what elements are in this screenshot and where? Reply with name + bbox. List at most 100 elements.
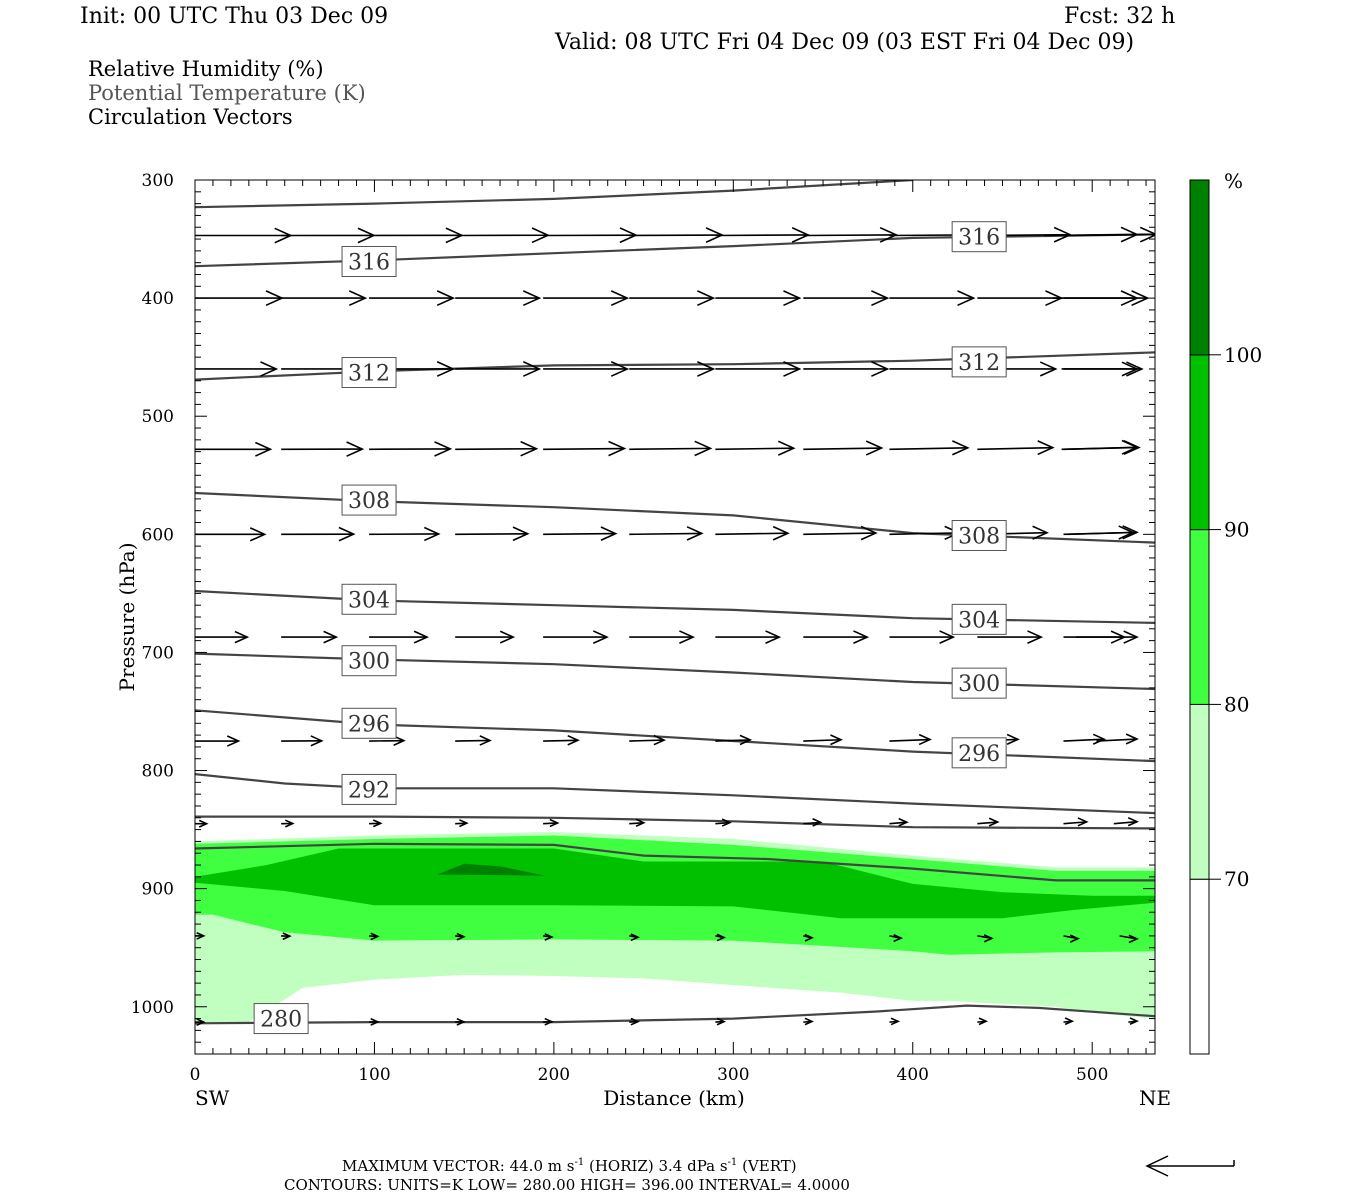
circulation-vector <box>369 819 383 828</box>
circulation-vector <box>369 630 430 644</box>
circulation-vector <box>195 361 279 377</box>
theta-label-296-1: 296 <box>951 737 1007 769</box>
circulation-vector <box>715 933 727 942</box>
x-tick-label: 200 <box>538 1065 570 1085</box>
theta-contour-320 <box>195 180 913 209</box>
y-tick-label: 1000 <box>131 998 174 1018</box>
circulation-vector <box>977 934 994 943</box>
circulation-vector <box>455 630 516 644</box>
circulation-vector <box>369 526 441 542</box>
y-axis-label: Pressure (hPa) <box>115 543 139 692</box>
circulation-vector <box>803 818 823 827</box>
x-tick-label: 400 <box>897 1065 929 1085</box>
colorbar-level-label: 80 <box>1224 692 1249 716</box>
theta-label-300-0: 300 <box>341 645 397 677</box>
circulation-vector <box>281 526 356 542</box>
theta-contour-280 <box>195 1004 1155 1025</box>
colorbar-segment <box>1189 703 1210 880</box>
legend-circulation-vectors: Circulation Vectors <box>88 105 293 129</box>
circulation-vector <box>715 630 782 644</box>
colorbar-segment <box>1189 354 1210 531</box>
circulation-vector <box>543 818 560 828</box>
circulation-vector <box>715 361 802 377</box>
rh-region-100 <box>437 863 545 876</box>
theta-label-292-0: 292 <box>341 773 397 805</box>
valid-time-label: Valid: 08 UTC Fri 04 Dec 09 (03 EST Fri … <box>555 30 1135 55</box>
circulation-vector <box>455 361 542 377</box>
theta-label-text: 280 <box>260 1008 302 1033</box>
circulation-vector <box>369 290 456 307</box>
circulation-vector <box>1067 525 1139 540</box>
circulation-vector <box>281 227 376 244</box>
theta-label-280-0: 280 <box>253 1003 309 1035</box>
colorbar-level-label: 90 <box>1224 518 1249 542</box>
circulation-vector <box>803 290 890 307</box>
circulation-vector <box>281 290 368 307</box>
theta-label-text: 316 <box>958 226 1000 251</box>
colorbar-level-label: 100 <box>1224 343 1262 367</box>
circulation-vector <box>369 441 453 457</box>
circulation-vector <box>803 525 878 541</box>
circulation-vector <box>281 819 295 828</box>
colorbar-segment <box>1189 179 1210 356</box>
colorbar-level-label: 70 <box>1224 867 1249 891</box>
max-vector-prefix: MAXIMUM VECTOR: 44.0 m s <box>342 1157 575 1175</box>
circulation-vector <box>977 290 1064 307</box>
circulation-vector <box>455 735 492 746</box>
theta-label-304-0: 304 <box>341 583 397 615</box>
circulation-vector <box>455 440 539 457</box>
contour-label-layer: 316 316 312 312 308 308 304 304 300 300 296 296 292 2… <box>253 221 1007 1035</box>
theta-label-text: 312 <box>348 362 390 387</box>
circulation-vector <box>803 630 870 644</box>
circulation-vector <box>543 440 627 457</box>
circulation-vector <box>629 818 646 827</box>
axis-layer: 300 400 500 600 700 800 900 1000 0 100 200 300 400 50… <box>131 171 1155 1085</box>
theta-label-text: 308 <box>958 525 1000 550</box>
x-axis-right-end-label: NE <box>1139 1086 1171 1110</box>
circulation-vector <box>629 227 724 243</box>
circulation-vector <box>803 734 843 746</box>
circulation-vector <box>543 630 609 644</box>
circulation-vector <box>977 817 1000 827</box>
circulation-vector <box>369 1018 380 1026</box>
circulation-vector <box>803 1017 814 1026</box>
circulation-vector <box>543 361 630 377</box>
theta-contour-312 <box>195 351 1155 381</box>
theta-label-316-0: 316 <box>341 245 397 277</box>
circulation-vector <box>889 630 956 644</box>
x-tick-label: 0 <box>190 1065 201 1085</box>
y-tick-label: 700 <box>142 643 174 663</box>
circulation-vector <box>455 526 530 542</box>
init-time-label: Init: 00 UTC Thu 03 Dec 09 <box>80 4 389 29</box>
circulation-vector <box>281 932 292 941</box>
legend-potential-temperature: Potential Temperature (K) <box>88 81 366 105</box>
circulation-vector <box>715 227 811 243</box>
x-axis-label: Distance (km) <box>603 1086 745 1110</box>
contour-info-line: CONTOURS: UNITS=K LOW= 280.00 HIGH= 396.… <box>284 1176 850 1194</box>
forecast-hour-label: Fcst: 32 h <box>1064 4 1176 29</box>
theta-label-text: 304 <box>958 608 1000 633</box>
circulation-vector <box>803 361 890 377</box>
x-tick-label: 300 <box>717 1065 749 1085</box>
theta-label-312-1: 312 <box>951 346 1007 378</box>
circulation-vector <box>1063 1017 1075 1026</box>
theta-label-296-0: 296 <box>341 707 397 739</box>
circulation-vector <box>195 1018 206 1027</box>
circulation-vector <box>281 441 365 457</box>
maximum-vector-line: MAXIMUM VECTOR: 44.0 m s-1 (HORIZ) 3.4 d… <box>342 1157 797 1175</box>
circulation-vector <box>369 227 464 244</box>
theta-label-304-1: 304 <box>951 603 1007 635</box>
theta-contour-316 <box>195 233 1155 268</box>
circulation-vector <box>629 440 713 457</box>
circulation-vector <box>543 933 554 941</box>
theta-label-text: 300 <box>958 672 1000 697</box>
circulation-vector <box>889 290 976 307</box>
reference-vector-arrow <box>1145 1155 1235 1177</box>
max-vector-exponent-2: -1 <box>727 1157 738 1168</box>
x-tick-label: 100 <box>358 1065 390 1085</box>
circulation-vector <box>715 818 732 827</box>
circulation-vector <box>1063 817 1089 827</box>
circulation-vector <box>543 734 580 746</box>
circulation-vector <box>543 290 630 307</box>
